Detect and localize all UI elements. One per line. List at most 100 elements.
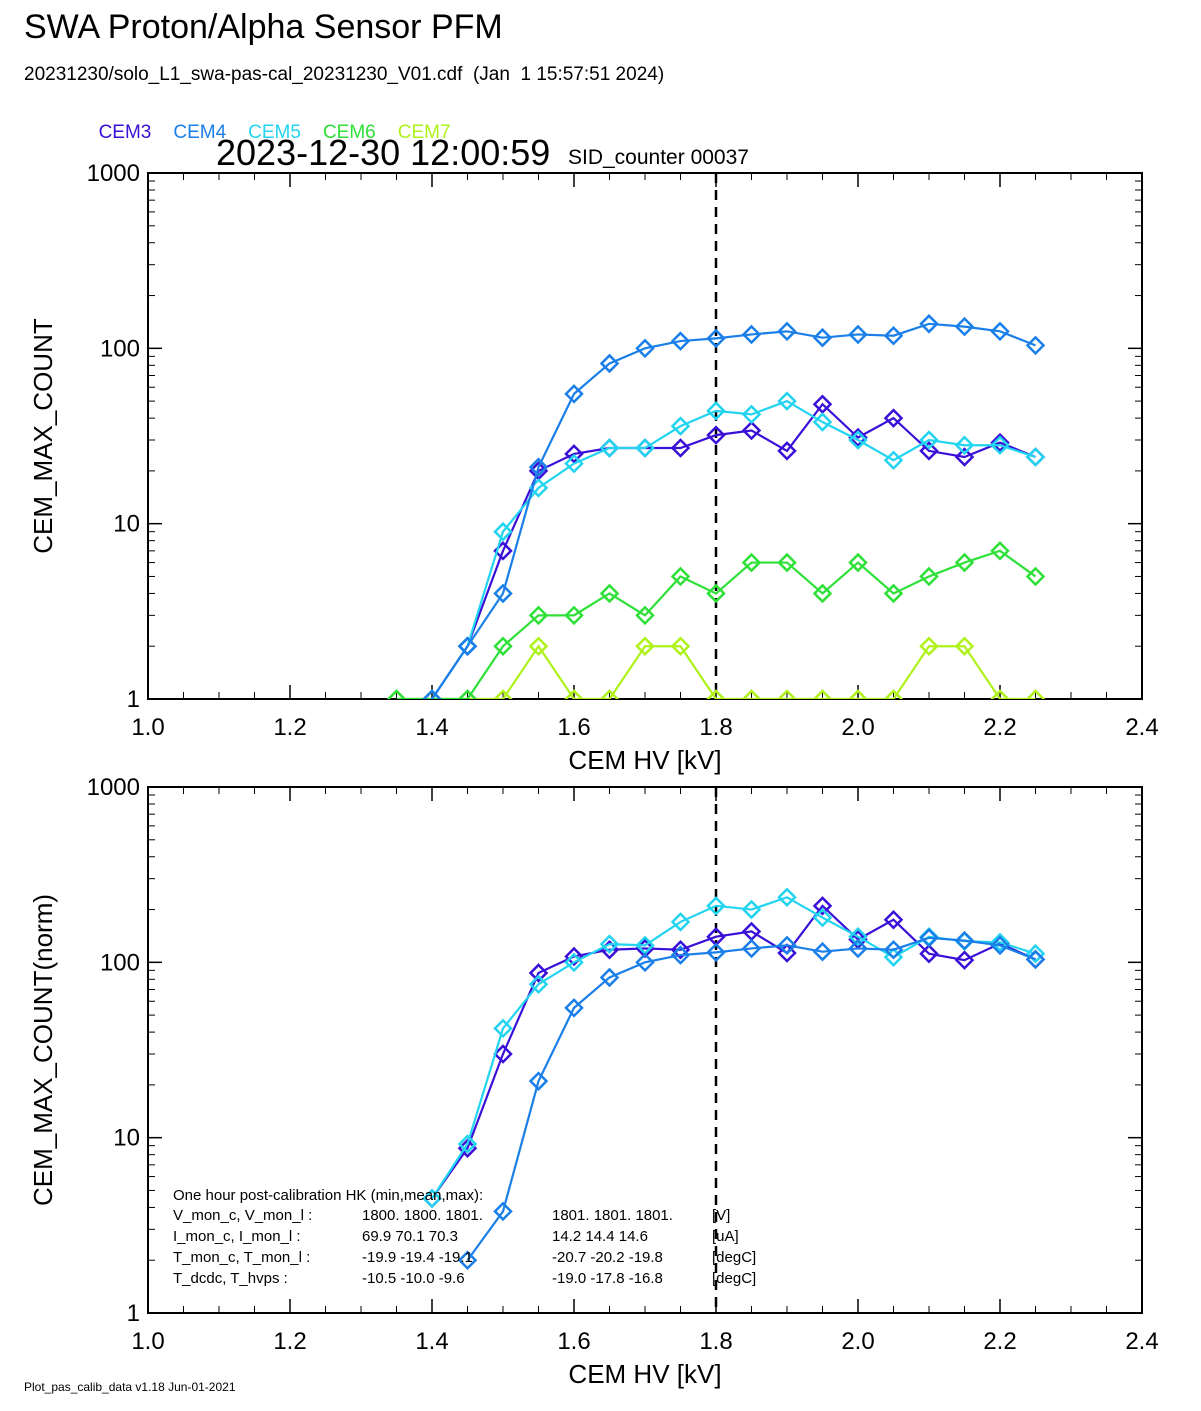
hk-row-l: 1801. 1801. 1801. — [552, 1207, 673, 1224]
data-point-cem4 — [990, 321, 1010, 342]
hk-row-label: T_dcdc, T_hvps : — [173, 1270, 288, 1287]
data-point-cem6 — [990, 541, 1010, 561]
data-point-cem4 — [422, 689, 442, 699]
data-point-cem3 — [528, 963, 549, 983]
y-tick-label: 10 — [113, 1125, 140, 1152]
data-point-cem7 — [599, 689, 620, 699]
data-point-cem5 — [422, 1188, 442, 1209]
data-point-cem5 — [670, 912, 691, 932]
data-point-cem4 — [706, 942, 726, 963]
legend-item-cem7: CEM7 — [397, 122, 451, 143]
data-point-cem3 — [670, 939, 691, 960]
data-point-cem5 — [848, 926, 868, 947]
data-point-cem3 — [741, 420, 762, 441]
x-axis-label: CEM HV [kV] — [568, 1359, 721, 1389]
hk-row-label: T_mon_c, T_mon_l : — [173, 1249, 310, 1266]
footer-version: Plot_pas_calib_data v1.18 Jun-01-2021 — [24, 1380, 236, 1394]
data-point-cem7 — [990, 689, 1010, 699]
data-point-cem6 — [848, 552, 868, 573]
data-point-cem5 — [990, 435, 1010, 456]
data-point-cem3 — [777, 441, 797, 461]
hk-row-c: 1800. 1800. 1801. — [362, 1207, 483, 1224]
data-point-cem5 — [1025, 447, 1046, 467]
data-point-cem6 — [493, 636, 513, 656]
data-point-cem4 — [812, 941, 833, 962]
file-info: 20231230/solo_L1_swa-pas-cal_20231230_V0… — [24, 64, 665, 85]
data-point-cem4 — [528, 457, 549, 477]
data-point-cem5 — [493, 521, 513, 542]
data-point-cem4 — [564, 384, 584, 404]
timestamp: 2023-12-30 12:00:59 — [216, 132, 551, 173]
data-point-cem6 — [528, 605, 549, 626]
data-point-cem6 — [635, 605, 655, 626]
data-point-cem3 — [777, 943, 797, 963]
data-point-cem5 — [706, 896, 726, 916]
data-point-cem5 — [919, 430, 939, 450]
data-point-cem4 — [493, 1201, 513, 1222]
data-point-cem7 — [564, 689, 584, 699]
series-line-cem6 — [396, 549, 1037, 699]
data-point-cem7 — [741, 689, 762, 699]
data-point-cem4 — [954, 316, 975, 337]
data-point-cem5 — [777, 391, 797, 411]
x-tick-label: 2.2 — [983, 1328, 1016, 1355]
x-tick-label: 1.0 — [131, 1328, 164, 1355]
x-tick-label: 1.8 — [699, 1328, 732, 1355]
data-point-cem4 — [919, 314, 939, 334]
data-point-cem3 — [883, 909, 904, 930]
legend-item-cem5: CEM5 — [248, 122, 301, 143]
data-point-cem5 — [812, 907, 833, 928]
x-tick-label: 2.0 — [841, 1328, 874, 1355]
y-tick-label: 100 — [100, 335, 140, 362]
x-tick-label: 2.4 — [1125, 1328, 1158, 1355]
data-point-cem7 — [528, 636, 549, 656]
data-point-cem3 — [493, 1044, 513, 1064]
plot-frame — [147, 172, 1143, 700]
data-point-cem6 — [741, 552, 762, 573]
data-point-cem5 — [670, 416, 691, 436]
plot-bottom: 1.0 1.2 1.4 1.6 1.8 2.0 2.2 2.4 1 10 100 1000 CEM HV… — [28, 774, 1159, 1389]
data-point-cem4 — [599, 967, 620, 988]
x-tick-label: 1.4 — [415, 714, 448, 741]
y-tick-label: 1 — [127, 1300, 140, 1327]
y-axis-label: CEM_MAX_COUNT — [28, 318, 58, 554]
data-point-cem7 — [1025, 689, 1046, 699]
data-point-cem6 — [564, 605, 584, 626]
hk-row-unit: [V] — [712, 1207, 730, 1224]
data-point-cem5 — [990, 932, 1010, 953]
data-point-cem7 — [812, 689, 833, 699]
data-point-cem3 — [670, 438, 691, 458]
data-point-cem4 — [741, 938, 762, 959]
data-point-cem6 — [457, 689, 478, 699]
data-point-cem3 — [706, 425, 726, 445]
data-point-cem4 — [457, 1250, 478, 1270]
data-point-cem3 — [564, 444, 584, 464]
hk-row-l: 14.2 14.4 14.6 — [552, 1228, 648, 1245]
data-point-cem5 — [635, 438, 655, 458]
hk-row-unit: [degC] — [712, 1270, 756, 1287]
data-point-cem3 — [954, 950, 975, 970]
y-tick-label: 1 — [127, 686, 140, 713]
data-point-cem6 — [706, 583, 726, 604]
data-point-cem5 — [1025, 943, 1046, 964]
data-point-cem4 — [919, 928, 939, 948]
data-point-cem5 — [493, 1018, 513, 1039]
data-point-cem5 — [848, 430, 868, 450]
data-point-cem5 — [883, 947, 904, 967]
data-point-cem6 — [599, 583, 620, 604]
x-tick-label: 1.2 — [273, 714, 306, 741]
data-point-cem5 — [741, 404, 762, 425]
data-point-cem6 — [812, 583, 833, 604]
data-point-cem6 — [670, 566, 691, 587]
page-title: SWA Proton/Alpha Sensor PFM — [24, 8, 503, 46]
data-point-cem4 — [812, 327, 833, 348]
data-point-cem4 — [777, 321, 797, 342]
data-point-cem5 — [706, 401, 726, 421]
x-axis-label: CEM HV [kV] — [568, 745, 721, 775]
hk-row-c: -19.9 -19.4 -19.1 — [362, 1249, 473, 1266]
data-point-cem7 — [954, 636, 975, 656]
data-point-cem6 — [386, 689, 407, 699]
sid-counter: SID_counter 00037 — [568, 146, 749, 169]
data-point-cem4 — [883, 325, 904, 346]
